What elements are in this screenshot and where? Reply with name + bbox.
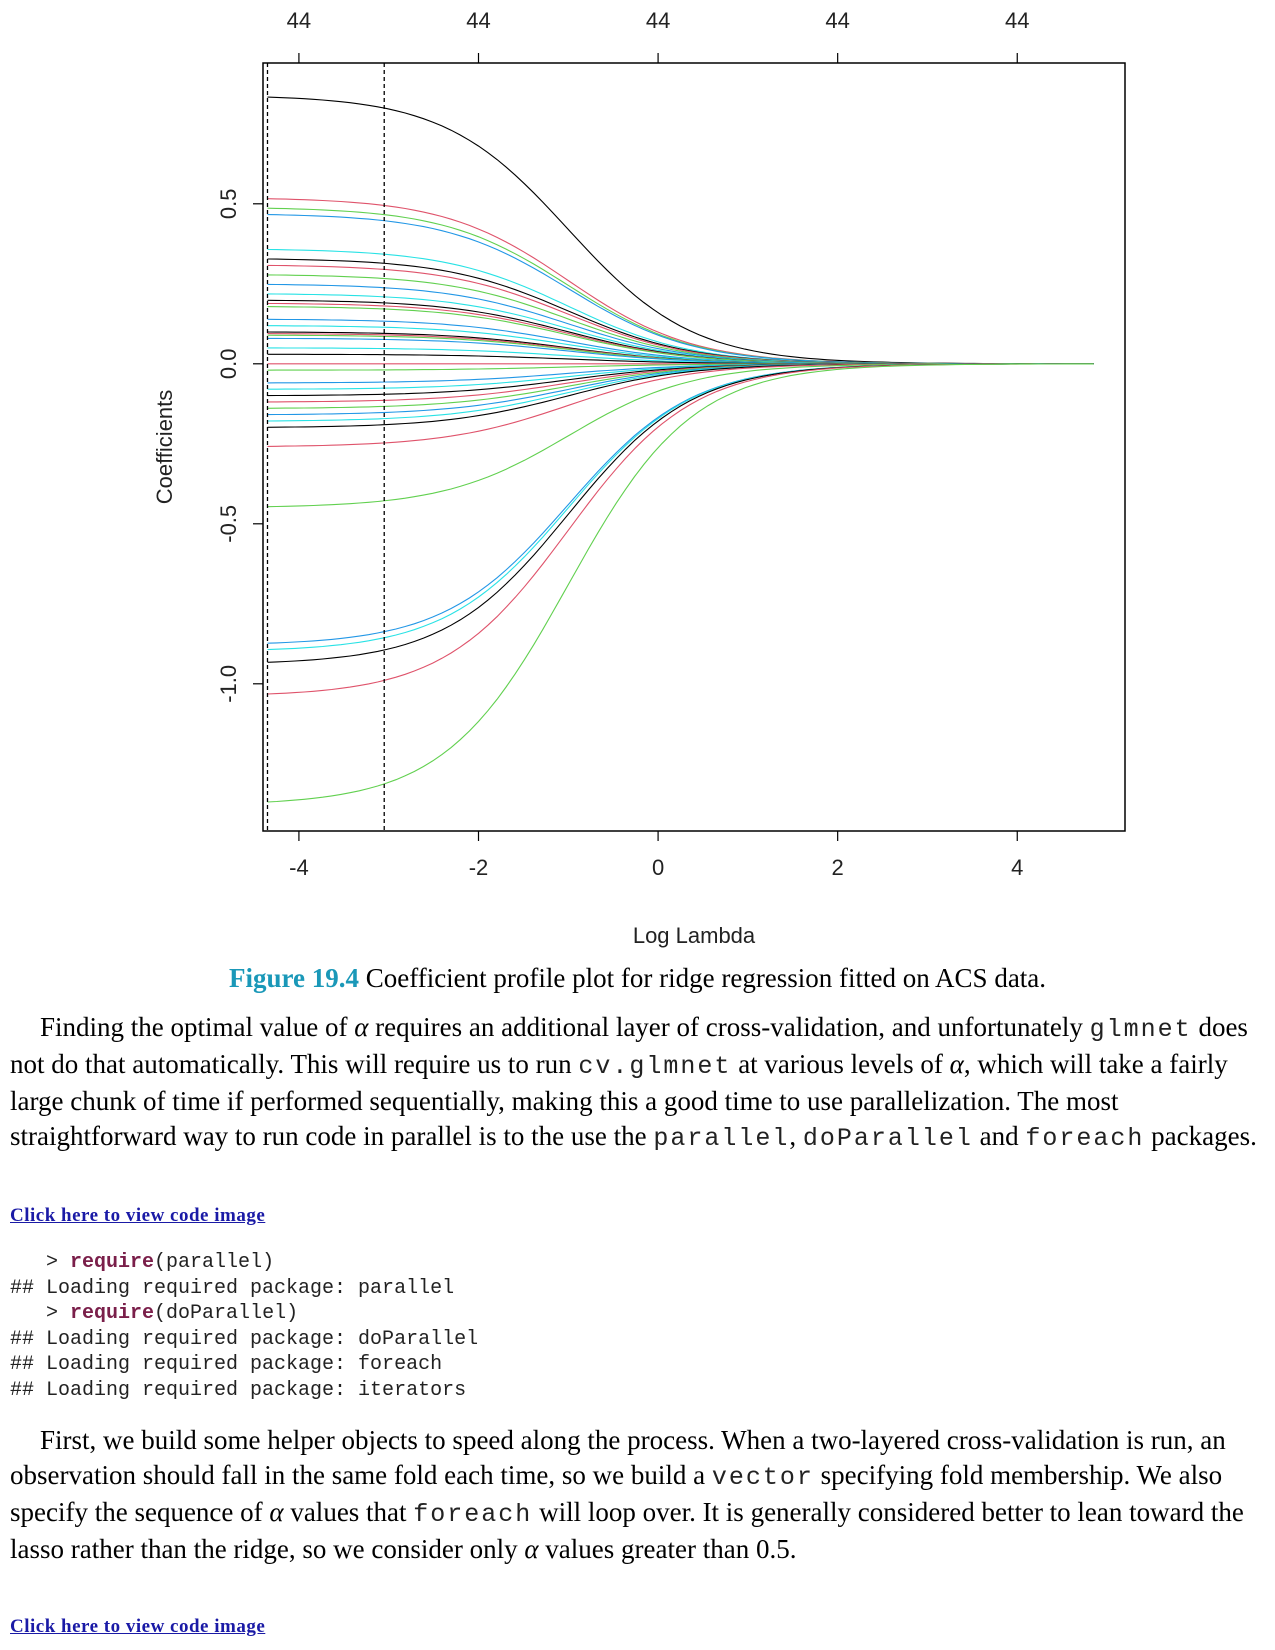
text-run: and — [972, 1121, 1026, 1151]
text-run: values that — [283, 1497, 414, 1527]
series-line — [267, 283, 1094, 365]
series-line — [267, 363, 1094, 651]
top-tick-label: 44 — [646, 8, 670, 33]
text-run: requires an additional layer of cross-va… — [368, 1012, 1090, 1042]
y-axis-label: Coefficients — [152, 390, 177, 505]
alpha-symbol: α — [354, 1012, 369, 1042]
code-line: > require(parallel) — [46, 1251, 275, 1274]
y-tick-label: -1.0 — [216, 665, 241, 703]
alpha-symbol: α — [524, 1534, 539, 1564]
inline-code: glmnet — [1089, 1015, 1192, 1044]
series-line — [267, 198, 1094, 365]
x-tick-label: 4 — [1011, 855, 1023, 880]
paragraph-alpha-cross-validation: Finding the optimal value of α requires … — [10, 1010, 1265, 1156]
text-run: values greater than 0.5. — [538, 1534, 797, 1564]
series-layer — [267, 96, 1094, 803]
series-line — [267, 325, 1094, 365]
text-run: will loop over. It is generally consider… — [10, 1497, 1244, 1564]
text-run: , which will take a fairly large chunk o… — [10, 1049, 1228, 1151]
series-line — [267, 363, 1094, 695]
code-line: ## Loading required package: parallel — [10, 1276, 455, 1300]
inline-code: cv.glmnet — [578, 1052, 732, 1081]
text-run: does not do that automatically. This wil… — [10, 1012, 1248, 1079]
inline-code: foreach — [1025, 1124, 1145, 1153]
text-run: Finding the optimal value of — [40, 1012, 355, 1042]
x-tick-label: -4 — [289, 855, 309, 880]
series-line — [267, 363, 1094, 447]
series-line — [267, 363, 1094, 397]
code-line: ## Loading required package: foreach — [10, 1353, 443, 1376]
top-tick-label: 44 — [287, 8, 311, 33]
top-tick-label: 44 — [1005, 8, 1029, 33]
y-tick-label: 0.5 — [216, 189, 241, 220]
alpha-symbol: α — [269, 1497, 284, 1527]
x-axis-label: Log Lambda — [633, 923, 756, 948]
vline-layer — [266, 63, 385, 831]
inline-code: parallel — [653, 1124, 790, 1153]
text-run: , — [789, 1121, 803, 1151]
series-line — [267, 363, 1094, 390]
top-tick-label: 44 — [466, 8, 490, 33]
code-line: > require(doParallel) — [46, 1302, 299, 1325]
series-line — [267, 363, 1094, 508]
inline-code: foreach — [413, 1500, 533, 1529]
plot-frame — [262, 62, 1126, 832]
top-tick-label: 44 — [825, 8, 849, 33]
code-line: ## Loading required package: iterators — [10, 1378, 467, 1402]
x-tick-label: 2 — [832, 855, 844, 880]
text-run: packages. — [1144, 1121, 1257, 1151]
figure-caption-text: Coefficient profile plot for ridge regre… — [358, 963, 1047, 993]
text-run: specifying fold membership. We also spec… — [10, 1460, 1223, 1527]
x-tick-label: 0 — [652, 855, 664, 880]
x-tick-label: -2 — [469, 855, 489, 880]
figure-caption: Figure 19.4 Coefficient profile plot for… — [0, 963, 1275, 994]
paragraph-helper-objects: First, we build some helper objects to s… — [10, 1423, 1265, 1567]
series-line — [267, 293, 1094, 365]
text-run: at various levels of — [731, 1049, 950, 1079]
code-block-packages: > require(parallel) ## Loading required p… — [10, 1250, 478, 1403]
view-code-image-link[interactable]: Click here to view code image — [10, 1205, 266, 1226]
series-line — [267, 96, 1094, 365]
view-code-image-link[interactable]: Click here to view code image — [10, 1616, 266, 1637]
series-line — [267, 363, 1094, 803]
y-tick-label: -0.5 — [216, 505, 241, 543]
y-tick-label: 0.0 — [216, 349, 241, 380]
figure-label: Figure 19.4 — [228, 963, 359, 993]
series-line — [267, 363, 1094, 384]
inline-code: doParallel — [802, 1124, 973, 1153]
inline-code: vector — [711, 1463, 814, 1492]
text-run: First, we build some helper objects to s… — [10, 1425, 1226, 1490]
alpha-symbol: α — [949, 1049, 964, 1079]
code-line: ## Loading required package: doParallel — [10, 1327, 479, 1351]
series-line — [267, 363, 1094, 663]
